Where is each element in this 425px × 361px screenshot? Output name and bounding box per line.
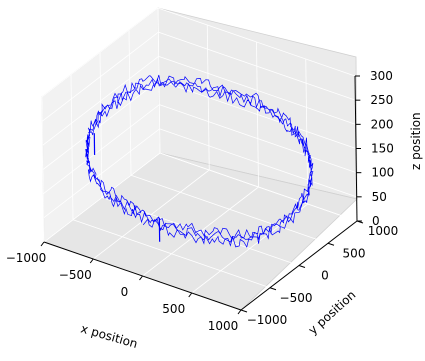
grid-line bbox=[72, 219, 271, 289]
y-tick-label: 500 bbox=[343, 246, 366, 260]
grid-line bbox=[42, 80, 160, 170]
y-tick bbox=[327, 242, 335, 246]
series-group bbox=[85, 74, 314, 248]
x-axis-label: x position bbox=[79, 321, 139, 351]
grid-line bbox=[42, 56, 159, 146]
grid-line bbox=[158, 31, 356, 101]
grid-line bbox=[157, 7, 356, 77]
x-tick-label: 1000 bbox=[208, 319, 239, 333]
grid-line bbox=[43, 152, 161, 243]
y-tick-label: −500 bbox=[280, 291, 313, 305]
grid-line bbox=[159, 128, 357, 198]
z-tick-label: 300 bbox=[370, 69, 393, 83]
y-tick bbox=[269, 287, 277, 291]
x-tick bbox=[139, 275, 143, 281]
grid-line bbox=[130, 174, 329, 244]
z-tick-label: 0 bbox=[372, 214, 380, 228]
grid-line bbox=[158, 80, 357, 149]
x-tick-label: −1000 bbox=[6, 251, 47, 265]
grid-line bbox=[42, 31, 159, 122]
grid-line bbox=[159, 104, 357, 174]
y-tick-label: −1000 bbox=[247, 313, 288, 327]
x-tick bbox=[188, 292, 193, 298]
grid-line bbox=[158, 55, 356, 125]
z-tick-label: 50 bbox=[372, 190, 387, 204]
x-tick bbox=[237, 309, 242, 315]
y-tick-label: 1000 bbox=[368, 224, 399, 238]
grid-line bbox=[43, 128, 160, 219]
x-tick bbox=[89, 258, 94, 264]
grid-line bbox=[41, 7, 159, 98]
y-tick bbox=[240, 309, 248, 313]
z-tick-label: 200 bbox=[371, 117, 394, 131]
x-tick-label: 0 bbox=[121, 285, 129, 299]
y-tick bbox=[298, 265, 306, 268]
x-tick-label: 500 bbox=[162, 302, 185, 316]
grid-line bbox=[43, 104, 160, 194]
grid-line bbox=[159, 152, 358, 222]
z-tick-label: 150 bbox=[371, 142, 394, 156]
x-tick bbox=[40, 241, 45, 247]
x-tick-label: −500 bbox=[59, 268, 92, 282]
series-line bbox=[85, 74, 314, 248]
z-axis-label: z position bbox=[409, 112, 423, 170]
y-axis-label: y position bbox=[306, 288, 359, 338]
y-tick-label: 0 bbox=[321, 269, 329, 283]
z-tick-label: 100 bbox=[371, 166, 394, 180]
z-tick-label: 250 bbox=[370, 93, 393, 107]
